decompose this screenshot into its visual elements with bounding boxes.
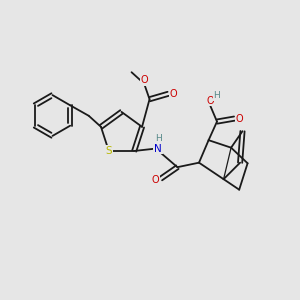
Text: O: O	[170, 89, 177, 99]
Text: O: O	[236, 114, 244, 124]
Text: H: H	[214, 91, 220, 100]
Text: O: O	[140, 75, 148, 85]
Text: H: H	[155, 134, 162, 143]
Text: O: O	[207, 96, 214, 106]
Text: N: N	[154, 144, 162, 154]
Text: O: O	[152, 175, 160, 185]
Text: S: S	[106, 146, 112, 156]
